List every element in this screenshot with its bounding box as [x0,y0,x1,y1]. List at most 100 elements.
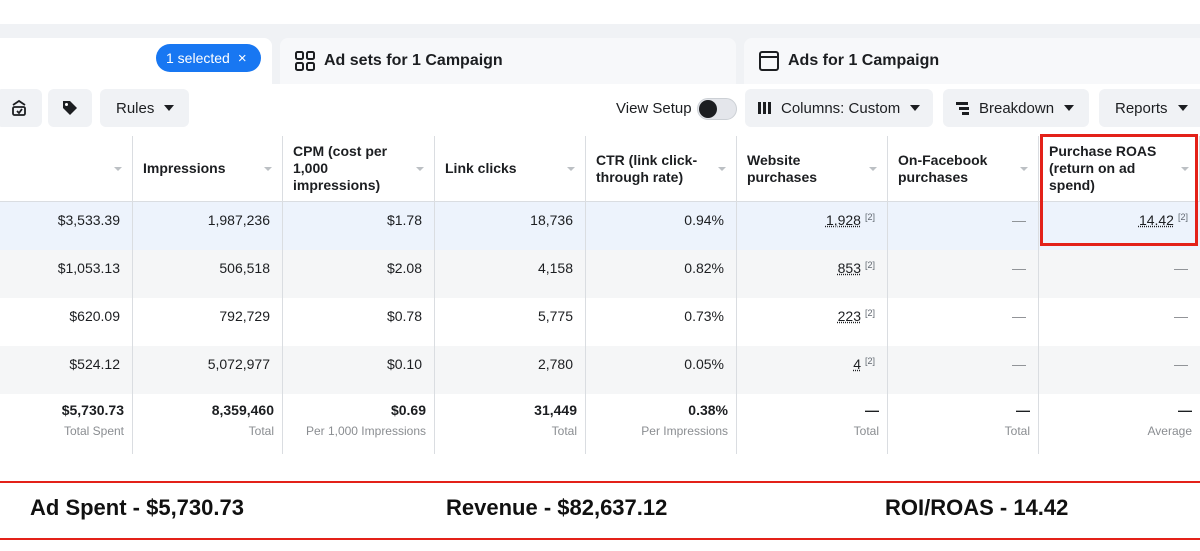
export-button[interactable] [0,89,42,127]
tag-button[interactable] [48,89,92,127]
column-header-on-facebook-purchases[interactable]: On-Facebook purchases [888,136,1039,202]
footnote-marker: [2] [865,260,875,270]
total-value: $5,730.73 [0,402,124,418]
website-purchases-value[interactable]: 853 [838,260,861,276]
cell-spent: $1,053.13 [0,250,133,298]
toggle-knob [699,100,717,118]
sort-icon [114,167,122,171]
cell-cpm: $0.78 [283,298,435,346]
total-value: — [737,402,879,418]
cell-purchase-roas: — [1039,298,1200,346]
sort-icon [567,167,575,171]
table-row[interactable]: $620.09 792,729 $0.78 5,775 0.73% 223 [2]… [0,298,1200,346]
close-icon[interactable]: × [238,50,247,67]
breakdown-icon [955,100,971,116]
column-header-amount-spent[interactable] [0,136,133,202]
cell-spent: $3,533.39 [0,202,133,250]
column-header-label: CPM (cost per 1,000 impressions) [293,143,410,194]
total-value: — [1039,402,1192,418]
ad-page-icon [758,50,780,72]
column-header-label: Link clicks [445,160,517,177]
tag-icon [61,99,79,117]
sort-icon [1020,167,1028,171]
table-row[interactable]: $3,533.39 1,987,236 $1.78 18,736 0.94% 1… [0,202,1200,250]
total-ctr: 0.38% Per Impressions [586,392,737,454]
chevron-down-icon [1064,105,1074,111]
cell-impressions: 792,729 [133,298,283,346]
selected-badge[interactable]: 1 selected × [156,44,261,72]
cell-on-facebook-purchases: — [888,250,1039,298]
cell-website-purchases: 4 [2] [737,346,888,394]
reports-button[interactable]: Reports [1099,89,1200,127]
website-purchases-value[interactable]: 4 [853,356,861,372]
columns-button[interactable]: Columns: Custom [745,89,933,127]
tab-ad-sets[interactable]: Ad sets for 1 Campaign [280,38,736,84]
cell-purchase-roas: — [1039,250,1200,298]
footnote-marker: [2] [865,212,875,222]
table-row[interactable]: $524.12 5,072,977 $0.10 2,780 0.05% 4 [2]… [0,346,1200,394]
total-value: 31,449 [435,402,577,418]
table-row[interactable]: $1,053.13 506,518 $2.08 4,158 0.82% 853[… [0,250,1200,298]
total-impressions: 8,359,460 Total [133,392,283,454]
cell-on-facebook-purchases: — [888,202,1039,250]
total-purchase-roas: — Average [1039,392,1200,454]
total-label: Average [1039,424,1192,438]
chevron-down-icon [164,105,174,111]
total-value: 0.38% [586,402,728,418]
cell-on-facebook-purchases: — [888,346,1039,394]
column-header-cpm[interactable]: CPM (cost per 1,000 impressions) [283,136,435,202]
summary-roi: ROI/ROAS - 14.42 [885,495,1068,521]
summary-revenue: Revenue - $82,637.12 [446,495,667,521]
breakdown-button[interactable]: Breakdown [943,89,1089,127]
cell-link-clicks: 2,780 [435,346,586,394]
cell-spent: $620.09 [0,298,133,346]
website-purchases-value[interactable]: 1,928 [826,212,861,228]
results-table: Impressions CPM (cost per 1,000 impressi… [0,136,1200,454]
cell-ctr: 0.73% [586,298,737,346]
cell-spent: $524.12 [0,346,133,394]
breakdown-label: Breakdown [979,100,1054,117]
column-header-impressions[interactable]: Impressions [133,136,283,202]
cell-ctr: 0.94% [586,202,737,250]
cell-link-clicks: 5,775 [435,298,586,346]
cell-on-facebook-purchases: — [888,298,1039,346]
sort-icon [718,167,726,171]
export-icon [10,99,28,117]
columns-label: Columns: Custom [781,100,900,117]
column-header-label: On-Facebook purchases [898,152,1014,186]
view-setup-toggle[interactable] [697,98,737,120]
cell-link-clicks: 18,736 [435,202,586,250]
total-label: Total [133,424,274,438]
column-header-label: Website purchases [747,152,863,186]
column-header-link-clicks[interactable]: Link clicks [435,136,586,202]
sort-icon [869,167,877,171]
footnote-marker: [2] [865,308,875,318]
cell-ctr: 0.82% [586,250,737,298]
cell-website-purchases: 223 [2] [737,298,888,346]
cell-website-purchases: 853 [2] [737,250,888,298]
sort-icon [264,167,272,171]
total-label: Total [888,424,1030,438]
total-value: — [888,402,1030,418]
website-purchases-value[interactable]: 223 [838,308,861,324]
top-strip [0,0,1200,24]
summary-ad-spent: Ad Spent - $5,730.73 [30,495,244,521]
total-label: Per 1,000 Impressions [283,424,426,438]
tab-ad-sets-label: Ad sets for 1 Campaign [324,52,503,70]
roas-highlight-box [1040,134,1198,246]
total-label: Total Spent [0,424,124,438]
cell-ctr: 0.05% [586,346,737,394]
rules-button[interactable]: Rules [100,89,189,127]
summary-bar: Ad Spent - $5,730.73 Revenue - $82,637.1… [0,481,1200,540]
cell-cpm: $1.78 [283,202,435,250]
cell-impressions: 506,518 [133,250,283,298]
total-value: $0.69 [283,402,426,418]
cell-purchase-roas: — [1039,346,1200,394]
cell-website-purchases: 1,928 [2] [737,202,888,250]
tab-ads[interactable]: Ads for 1 Campaign [744,38,1200,84]
cell-cpm: $0.10 [283,346,435,394]
total-value: 8,359,460 [133,402,274,418]
column-header-website-purchases[interactable]: Website purchases [737,136,888,202]
column-header-ctr[interactable]: CTR (link click-through rate) [586,136,737,202]
toolbar: Rules View Setup Columns: Custom Breakdo… [0,84,1200,136]
